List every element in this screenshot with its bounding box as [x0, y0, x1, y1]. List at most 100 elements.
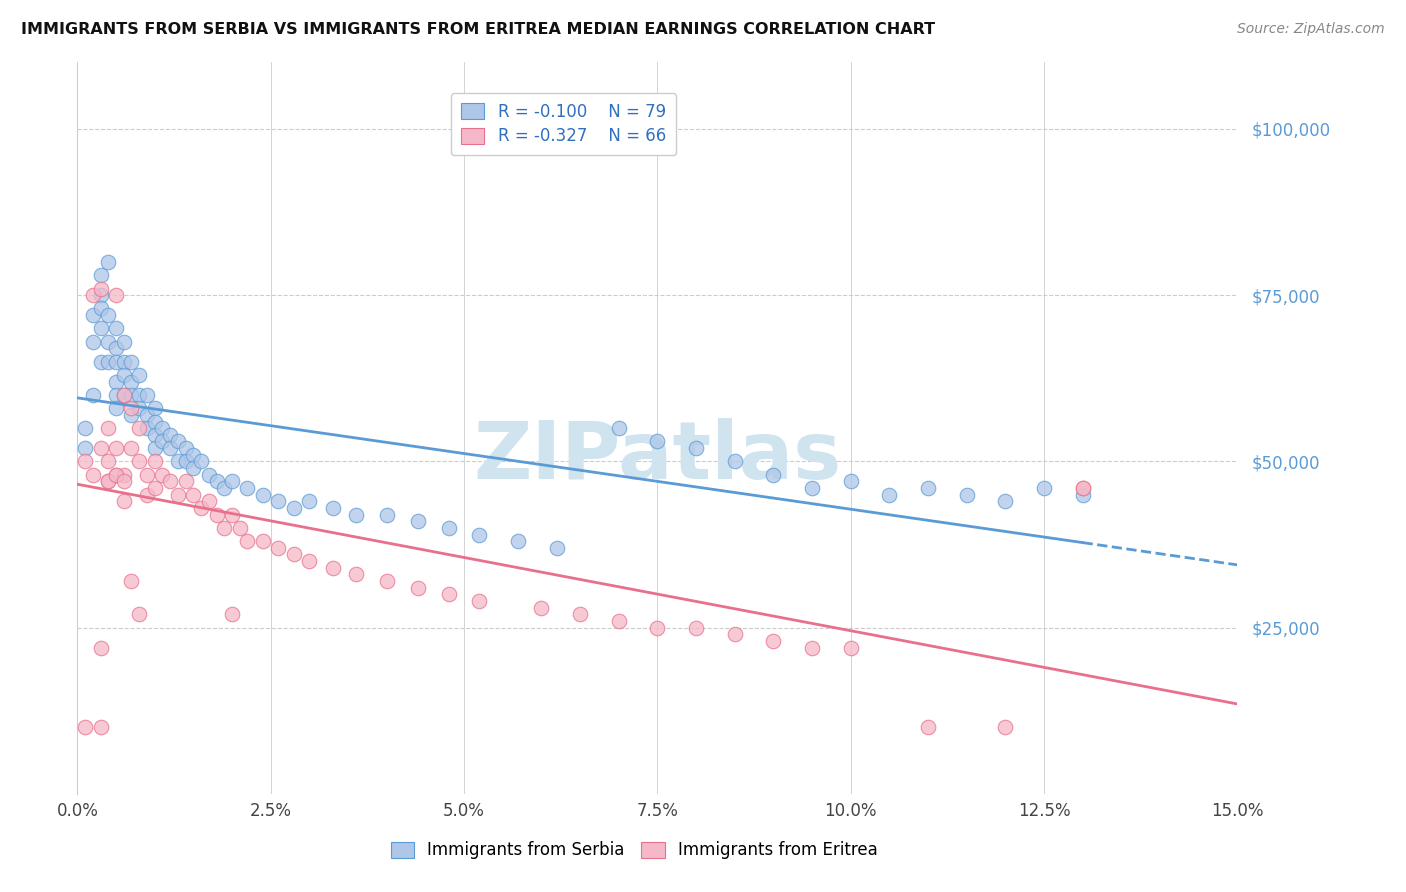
Point	[128, 607, 150, 622]
Point	[152, 421, 174, 435]
Point	[97, 255, 120, 269]
Point	[221, 475, 243, 489]
Point	[143, 401, 166, 416]
Point	[283, 500, 305, 515]
Point	[112, 388, 135, 402]
Point	[82, 288, 104, 302]
Point	[159, 475, 181, 489]
Point	[121, 574, 143, 588]
Point	[406, 581, 429, 595]
Point	[508, 534, 530, 549]
Point	[375, 508, 398, 522]
Point	[298, 554, 321, 568]
Point	[344, 567, 367, 582]
Point	[112, 334, 135, 349]
Point	[994, 720, 1017, 734]
Point	[166, 434, 188, 449]
Point	[112, 388, 135, 402]
Point	[183, 448, 205, 462]
Point	[97, 454, 120, 468]
Point	[136, 421, 159, 435]
Point	[128, 368, 150, 382]
Point	[159, 441, 181, 455]
Point	[375, 574, 398, 588]
Point	[105, 321, 127, 335]
Point	[298, 494, 321, 508]
Legend: Immigrants from Serbia, Immigrants from Eritrea: Immigrants from Serbia, Immigrants from …	[384, 835, 884, 866]
Point	[344, 508, 367, 522]
Point	[75, 454, 96, 468]
Point	[468, 527, 491, 541]
Point	[1071, 488, 1094, 502]
Point	[762, 634, 785, 648]
Point	[152, 467, 174, 482]
Point	[183, 461, 205, 475]
Point	[994, 494, 1017, 508]
Point	[105, 354, 127, 368]
Point	[82, 308, 104, 322]
Point	[267, 541, 290, 555]
Point	[647, 434, 669, 449]
Point	[152, 434, 174, 449]
Point	[569, 607, 592, 622]
Point	[143, 481, 166, 495]
Point	[1071, 481, 1094, 495]
Point	[97, 334, 120, 349]
Point	[252, 488, 274, 502]
Point	[143, 427, 166, 442]
Point	[214, 481, 236, 495]
Point	[236, 534, 259, 549]
Point	[143, 441, 166, 455]
Point	[82, 334, 104, 349]
Point	[322, 561, 344, 575]
Point	[546, 541, 568, 555]
Point	[205, 475, 228, 489]
Point	[112, 354, 135, 368]
Point	[437, 587, 460, 601]
Text: ZIPatlas: ZIPatlas	[474, 418, 841, 497]
Point	[75, 421, 96, 435]
Point	[90, 288, 111, 302]
Point	[685, 621, 707, 635]
Point	[322, 500, 344, 515]
Point	[174, 475, 197, 489]
Point	[112, 368, 135, 382]
Point	[105, 467, 127, 482]
Point	[197, 494, 219, 508]
Point	[917, 481, 939, 495]
Point	[190, 500, 212, 515]
Point	[121, 375, 143, 389]
Text: IMMIGRANTS FROM SERBIA VS IMMIGRANTS FROM ERITREA MEDIAN EARNINGS CORRELATION CH: IMMIGRANTS FROM SERBIA VS IMMIGRANTS FRO…	[21, 22, 935, 37]
Point	[197, 467, 219, 482]
Point	[121, 388, 143, 402]
Point	[917, 720, 939, 734]
Point	[82, 467, 104, 482]
Point	[607, 614, 630, 628]
Point	[128, 401, 150, 416]
Point	[221, 607, 243, 622]
Point	[97, 308, 120, 322]
Point	[97, 475, 120, 489]
Point	[166, 454, 188, 468]
Point	[724, 627, 747, 641]
Point	[685, 441, 707, 455]
Point	[136, 408, 159, 422]
Point	[82, 388, 104, 402]
Point	[112, 494, 135, 508]
Point	[159, 427, 181, 442]
Point	[128, 388, 150, 402]
Point	[128, 454, 150, 468]
Point	[236, 481, 259, 495]
Point	[90, 268, 111, 283]
Point	[183, 488, 205, 502]
Point	[214, 521, 236, 535]
Point	[205, 508, 228, 522]
Point	[801, 640, 824, 655]
Point	[97, 475, 120, 489]
Point	[112, 467, 135, 482]
Point	[877, 488, 901, 502]
Point	[75, 720, 96, 734]
Point	[90, 301, 111, 316]
Point	[136, 388, 159, 402]
Point	[252, 534, 274, 549]
